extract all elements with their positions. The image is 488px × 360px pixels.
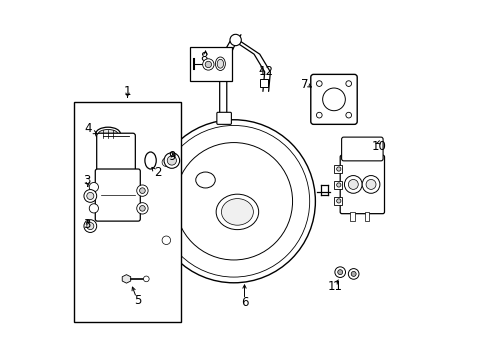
Circle shape — [89, 204, 98, 213]
Ellipse shape — [144, 152, 156, 169]
Text: 6: 6 — [240, 296, 248, 309]
Text: 10: 10 — [371, 140, 386, 153]
Circle shape — [158, 125, 309, 277]
Text: 9: 9 — [168, 150, 175, 163]
Circle shape — [137, 203, 148, 214]
Text: 3: 3 — [83, 174, 90, 186]
Circle shape — [86, 222, 94, 230]
Circle shape — [175, 143, 292, 260]
Circle shape — [84, 220, 97, 233]
Circle shape — [84, 190, 97, 202]
Circle shape — [139, 206, 145, 211]
Bar — [74, 102, 181, 322]
Circle shape — [336, 199, 340, 203]
Circle shape — [336, 183, 340, 187]
Circle shape — [344, 176, 362, 193]
Circle shape — [337, 270, 342, 275]
FancyBboxPatch shape — [216, 112, 231, 124]
Circle shape — [162, 158, 170, 167]
Circle shape — [316, 81, 322, 86]
Bar — [333, 165, 341, 173]
Circle shape — [167, 156, 176, 165]
Circle shape — [347, 180, 358, 189]
Ellipse shape — [96, 127, 120, 141]
Bar — [333, 181, 341, 189]
Text: 11: 11 — [326, 280, 342, 293]
Circle shape — [347, 269, 358, 279]
FancyBboxPatch shape — [340, 155, 384, 214]
Bar — [333, 197, 341, 205]
Circle shape — [202, 59, 214, 70]
Polygon shape — [122, 275, 130, 283]
Ellipse shape — [215, 57, 225, 71]
Circle shape — [350, 271, 355, 276]
Circle shape — [345, 81, 351, 86]
Circle shape — [86, 192, 94, 199]
Circle shape — [163, 153, 179, 168]
Bar — [364, 212, 368, 221]
Bar — [350, 212, 354, 221]
Circle shape — [152, 120, 315, 283]
Text: 1: 1 — [123, 85, 131, 98]
Ellipse shape — [217, 59, 223, 68]
Circle shape — [143, 276, 149, 282]
Text: 3: 3 — [83, 218, 90, 231]
Ellipse shape — [195, 172, 215, 188]
Bar — [189, 47, 232, 81]
Circle shape — [89, 183, 98, 192]
FancyBboxPatch shape — [97, 133, 135, 175]
FancyBboxPatch shape — [310, 75, 356, 124]
Circle shape — [162, 236, 170, 244]
Circle shape — [362, 176, 379, 193]
Bar — [259, 79, 268, 87]
Ellipse shape — [98, 130, 118, 138]
Text: 7: 7 — [301, 78, 308, 91]
Circle shape — [345, 112, 351, 118]
Circle shape — [334, 267, 345, 278]
Text: 5: 5 — [134, 294, 142, 307]
Ellipse shape — [216, 194, 258, 230]
Circle shape — [229, 34, 241, 46]
FancyBboxPatch shape — [341, 137, 382, 161]
Circle shape — [137, 185, 148, 196]
Circle shape — [366, 180, 375, 189]
Text: 2: 2 — [154, 166, 161, 179]
Ellipse shape — [221, 199, 253, 225]
Text: 4: 4 — [84, 122, 92, 135]
Circle shape — [316, 112, 322, 118]
Circle shape — [139, 188, 145, 193]
Circle shape — [336, 167, 340, 171]
Text: 12: 12 — [258, 66, 273, 78]
Text: 8: 8 — [200, 51, 207, 64]
Circle shape — [205, 61, 211, 68]
FancyBboxPatch shape — [95, 169, 140, 221]
Circle shape — [322, 88, 345, 111]
